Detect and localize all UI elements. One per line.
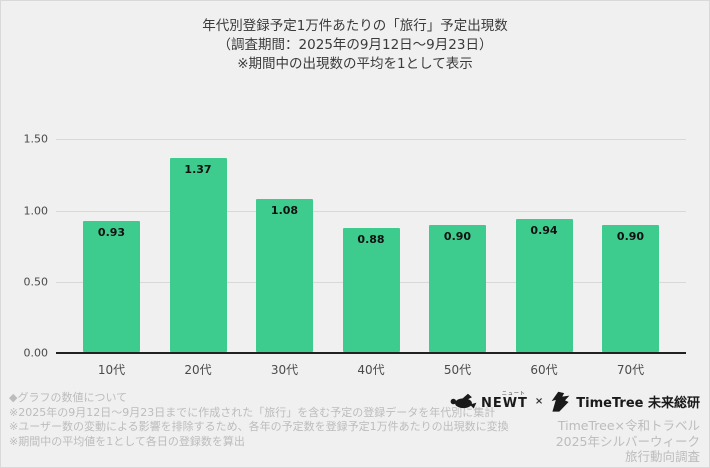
y-tick-label: 0.50 [23, 275, 49, 289]
bar-value-label: 0.93 [97, 225, 126, 239]
gridline-1-50 [56, 139, 686, 140]
branding: ニュート NEWT × TimeTree 未来総研 TimeTree×令和トラベ… [450, 388, 700, 465]
footnote-line: ※2025年の9月12日〜9月23日までに作成された「旅行」を含む予定の登録デー… [9, 405, 496, 419]
chart-title-line2: （調査期間：2025年の9月12日〜9月23日） [217, 37, 493, 53]
chart-title-line1: 年代別登録予定1万件あたりの「旅行」予定出現数 [202, 18, 508, 34]
x-axis-label: 40代 [357, 363, 385, 377]
bar-value-label: 1.08 [270, 204, 299, 218]
bar: 0.90 50代 [429, 225, 486, 377]
footnote-line: ※ユーザー数の変動による影響を排除するため、各年の予定数を登録予定1万件あたりの… [9, 420, 509, 433]
newt-wordmark: ニュート NEWT [480, 391, 528, 411]
bar: 0.88 40代 [342, 227, 400, 377]
cross-symbol: × [534, 395, 544, 407]
timetree-bird-icon [550, 391, 571, 412]
x-axis-label: 10代 [97, 363, 126, 377]
attribution-line1: TimeTree×令和トラベル [557, 418, 700, 433]
turtle-icon [450, 393, 477, 409]
bar-value-label: 0.90 [616, 230, 645, 243]
x-axis-label: 30代 [270, 363, 299, 377]
newt-logo: ニュート NEWT [450, 392, 528, 410]
bar: 1.37 20代 [169, 157, 227, 377]
x-axis-label: 60代 [530, 363, 558, 377]
timetree-logo: TimeTree 未来総研 [550, 391, 700, 412]
x-axis-line [56, 352, 686, 354]
bars: 0.93 10代 1.37 20代 1.08 30代 0.88 40代 0.90 50代 0.94 6… [56, 139, 686, 377]
y-tick-label: 1.50 [23, 132, 49, 146]
footnote-line: ※期間中の平均値を1として各日の登録数を算出 [9, 434, 245, 448]
timetree-label: TimeTree 未来総研 [576, 395, 700, 411]
attribution: TimeTree×令和トラベル 2025年シルバーウィーク 旅行動向調査 [450, 418, 700, 465]
footnotes: ◆グラフの数値について ※2025年の9月12日〜9月23日までに作成された「旅… [9, 391, 509, 449]
y-tick-label: 1.00 [23, 204, 49, 218]
bar: 0.94 60代 [515, 219, 573, 377]
x-axis-label: 50代 [443, 363, 472, 377]
bar: 0.90 70代 [602, 225, 659, 377]
bar-value-label: 1.37 [184, 162, 212, 176]
chart-title: 年代別登録予定1万件あたりの「旅行」予定出現数 （調査期間：2025年の9月12… [1, 17, 709, 74]
chart-title-line3: ※期間中の出現数の平均を1として表示 [237, 56, 473, 72]
attribution-line3: 旅行動向調査 [624, 449, 700, 464]
y-tick-label: 0.00 [23, 346, 49, 360]
gridline-1-00 [56, 210, 686, 212]
bar: 1.08 30代 [256, 199, 313, 377]
plot-area: 1.50 1.00 0.50 0.00 0.93 10代 1.37 20代 1.08 30… [24, 133, 686, 377]
bar-value-label: 0.88 [357, 232, 385, 246]
footnotes-heading: ◆グラフの数値について [9, 391, 128, 404]
x-axis-label: 70代 [616, 363, 645, 377]
bar-value-label: 0.90 [443, 230, 472, 243]
attribution-line2: 2025年シルバーウィーク [555, 433, 700, 449]
x-axis-label: 20代 [184, 363, 212, 377]
bar: 0.93 10代 [83, 220, 140, 377]
logo-row: ニュート NEWT × TimeTree 未来総研 [450, 388, 700, 414]
newt-label: NEWT [480, 396, 528, 411]
bar-value-label: 0.94 [530, 224, 558, 238]
newt-furigana: ニュート [501, 391, 526, 397]
